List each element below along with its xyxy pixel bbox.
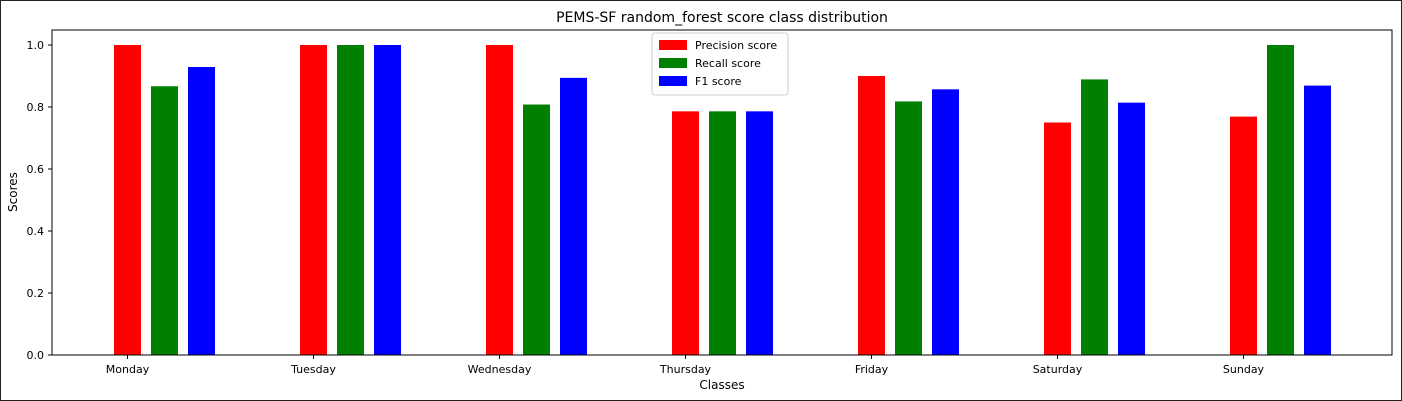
bar-f1-score-wednesday [560,77,587,356]
x-tick-label: Friday [855,363,889,376]
x-tick-label: Wednesday [468,363,532,376]
bar-precision-score-friday [858,76,885,355]
legend: Precision score Recall score F1 score [651,32,789,96]
bar-f1-score-friday [932,89,959,355]
bar-recall-score-sunday [1267,45,1294,355]
bars-layer [114,45,1331,356]
bar-recall-score-friday [895,101,922,355]
legend-label-precision-score: Precision score [695,39,777,52]
bar-recall-score-monday [151,86,178,355]
bar-recall-score-tuesday [337,45,364,355]
y-tick-label: 0.8 [27,101,45,114]
y-tick-label: 0.6 [27,163,45,176]
bar-f1-score-thursday [746,111,773,355]
chart-title: PEMS-SF random_forest score class distri… [556,10,888,26]
y-axis-ticks: 0.0 0.2 0.4 0.6 0.8 1.0 [27,39,52,362]
x-tick-label: Saturday [1033,363,1083,376]
legend-swatch-f1-score [659,76,687,86]
bar-precision-score-saturday [1044,122,1071,355]
y-tick-label: 1.0 [27,39,45,52]
bar-precision-score-wednesday [486,45,513,355]
bar-recall-score-thursday [709,111,736,355]
bar-precision-score-monday [114,45,141,355]
legend-swatch-recall-score [659,58,687,68]
x-tick-label: Tuesday [290,363,336,376]
x-tick-label: Thursday [659,363,712,376]
y-tick-label: 0.0 [27,349,45,362]
legend-label-f1-score: F1 score [695,75,742,88]
y-tick-label: 0.4 [27,225,45,238]
bar-precision-score-thursday [672,111,699,355]
bar-f1-score-sunday [1304,85,1331,356]
x-axis-label: Classes [699,378,744,392]
y-axis-label: Scores [6,172,20,212]
bar-precision-score-tuesday [300,45,327,355]
legend-swatch-precision-score [659,40,687,50]
bar-f1-score-monday [188,67,215,355]
legend-label-recall-score: Recall score [695,57,761,70]
y-tick-label: 0.2 [27,287,45,300]
bar-f1-score-tuesday [374,45,401,355]
bar-recall-score-wednesday [523,104,550,356]
bar-f1-score-saturday [1118,102,1145,355]
x-axis-ticks: Monday Tuesday Wednesday Thursday Friday Satu… [106,355,1265,376]
x-tick-label: Monday [106,363,150,376]
x-tick-label: Sunday [1223,363,1265,376]
plot-area-border [51,29,1393,356]
bar-precision-score-sunday [1230,116,1257,355]
bar-recall-score-saturday [1081,79,1108,355]
